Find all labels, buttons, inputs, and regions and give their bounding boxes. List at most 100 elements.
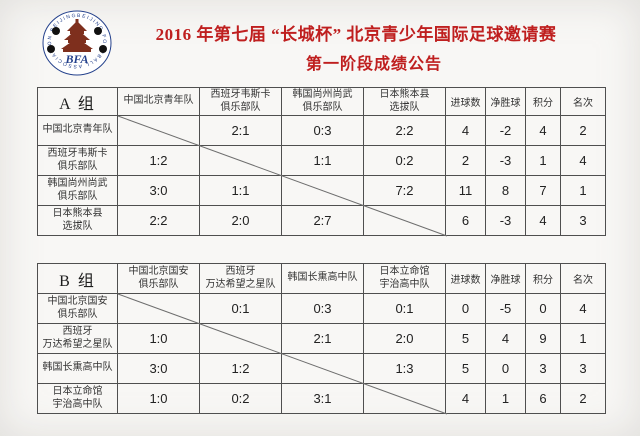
goals-cell: 0: [445, 293, 486, 324]
goals-cell: 5: [445, 323, 486, 354]
points-column-header: 积分: [525, 263, 561, 294]
goals-cell: 11: [445, 175, 486, 206]
team-column-header: 西班牙韦斯卡 俱乐部队: [199, 87, 282, 116]
score-cell: [363, 205, 446, 236]
rank-cell: 1: [560, 323, 606, 354]
score-cell: 0:1: [199, 293, 282, 324]
team-column-header: 中国北京青年队: [117, 87, 200, 116]
score-cell: 2:7: [281, 205, 364, 236]
rank-column-header: 名次: [560, 87, 606, 116]
table-row: 日本立命馆 宇治高中队 1:0 0:2 3:1 4 1 6 2: [37, 383, 606, 414]
score-cell: 1:0: [117, 323, 200, 354]
score-cell: 2:1: [199, 115, 282, 146]
group-a-label: A 组: [37, 87, 118, 116]
score-cell: 7:2: [363, 175, 446, 206]
goal-diff-cell: -5: [485, 293, 526, 324]
team-row-label: 韩国长熏高中队: [37, 353, 118, 384]
team-row-label: 韩国尚州尚武 俱乐部队: [37, 175, 118, 206]
score-cell: 1:0: [117, 383, 200, 414]
goals-column-header: 进球数: [445, 263, 486, 294]
team-row-label: 中国北京青年队: [37, 115, 118, 146]
team-column-header: 日本立命馆 宇治高中队: [363, 263, 446, 294]
team-column-header: 韩国尚州尚武 俱乐部队: [281, 87, 364, 116]
goal-diff-cell: 8: [485, 175, 526, 206]
goals-cell: 4: [445, 383, 486, 414]
team-row-label: 中国北京国安 俱乐部队: [37, 293, 118, 324]
score-cell: 0:3: [281, 293, 364, 324]
score-cell: 3:1: [281, 383, 364, 414]
score-cell: 0:2: [199, 383, 282, 414]
team-row-label: 西班牙韦斯卡 俱乐部队: [37, 145, 118, 176]
goals-cell: 2: [445, 145, 486, 176]
rank-cell: 4: [560, 145, 606, 176]
goal-diff-column-header: 净胜球: [485, 87, 526, 116]
rank-cell: 2: [560, 115, 606, 146]
title-block: 2016 年第七届 “长城杯” 北京青少年国际足球邀请赛 第一阶段成绩公告: [140, 24, 572, 74]
table-row: 西班牙韦斯卡 俱乐部队 1:2 1:1 0:2 2 -3 1 4: [37, 145, 606, 176]
team-column-header: 西班牙 万达希望之星队: [199, 263, 282, 294]
score-cell: 2:0: [199, 205, 282, 236]
svg-text:BFA: BFA: [65, 52, 89, 66]
team-column-header: 中国北京国安 俱乐部队: [117, 263, 200, 294]
table-row: 中国北京国安 俱乐部队 0:1 0:3 0:1 0 -5 0 4: [37, 293, 606, 324]
group-b-header-row: B 组 中国北京国安 俱乐部队 西班牙 万达希望之星队 韩国长熏高中队 日本立命…: [37, 263, 606, 294]
score-cell: [199, 323, 282, 354]
points-cell: 4: [525, 115, 561, 146]
goals-column-header: 进球数: [445, 87, 486, 116]
table-row: 韩国尚州尚武 俱乐部队 3:0 1:1 7:2 11 8 7 1: [37, 175, 606, 206]
score-cell: [117, 293, 200, 324]
goal-diff-cell: -3: [485, 145, 526, 176]
score-cell: 1:1: [199, 175, 282, 206]
rank-cell: 3: [560, 205, 606, 236]
score-cell: 1:2: [199, 353, 282, 384]
score-cell: 3:0: [117, 175, 200, 206]
score-cell: 0:1: [363, 293, 446, 324]
points-cell: 3: [525, 353, 561, 384]
team-column-header: 日本熊本县 选拔队: [363, 87, 446, 116]
points-cell: 4: [525, 205, 561, 236]
goal-diff-cell: -2: [485, 115, 526, 146]
bfa-logo-icon: BEIJING FOOTBALL ASSOCIATION BEIJING: [42, 10, 112, 76]
points-cell: 7: [525, 175, 561, 206]
table-row: 韩国长熏高中队 3:0 1:2 1:3 5 0 3 3: [37, 353, 606, 384]
goals-cell: 6: [445, 205, 486, 236]
rank-column-header: 名次: [560, 263, 606, 294]
goal-diff-cell: 1: [485, 383, 526, 414]
group-b-label: B 组: [37, 263, 118, 294]
team-row-label: 日本立命馆 宇治高中队: [37, 383, 118, 414]
goal-diff-column-header: 净胜球: [485, 263, 526, 294]
table-row: 中国北京青年队 2:1 0:3 2:2 4 -2 4 2: [37, 115, 606, 146]
group-b-section: B 组 中国北京国安 俱乐部队 西班牙 万达希望之星队 韩国长熏高中队 日本立命…: [37, 263, 607, 415]
score-cell: 3:0: [117, 353, 200, 384]
score-cell: [281, 353, 364, 384]
points-cell: 9: [525, 323, 561, 354]
goal-diff-cell: 4: [485, 323, 526, 354]
score-cell: 0:2: [363, 145, 446, 176]
score-cell: 1:1: [281, 145, 364, 176]
page-title: 2016 年第七届 “长城杯” 北京青少年国际足球邀请赛: [155, 25, 557, 44]
points-cell: 0: [525, 293, 561, 324]
score-cell: [281, 175, 364, 206]
score-cell: 0:3: [281, 115, 364, 146]
table-row: 西班牙 万达希望之星队 1:0 2:1 2:0 5 4 9 1: [37, 323, 606, 354]
points-cell: 1: [525, 145, 561, 176]
score-cell: 2:1: [281, 323, 364, 354]
goal-diff-cell: 0: [485, 353, 526, 384]
bfa-logo: BEIJING FOOTBALL ASSOCIATION BEIJING: [41, 9, 113, 77]
group-a-section: A 组 中国北京青年队 西班牙韦斯卡 俱乐部队 韩国尚州尚武 俱乐部队 日本熊本…: [37, 87, 607, 237]
team-row-label: 日本熊本县 选拔队: [37, 205, 118, 236]
rank-cell: 3: [560, 353, 606, 384]
group-b-table: B 组 中国北京国安 俱乐部队 西班牙 万达希望之星队 韩国长熏高中队 日本立命…: [37, 263, 606, 414]
team-column-header: 韩国长熏高中队: [281, 263, 364, 294]
rank-cell: 1: [560, 175, 606, 206]
score-cell: 2:2: [117, 205, 200, 236]
rank-cell: 4: [560, 293, 606, 324]
score-cell: [117, 115, 200, 146]
score-cell: 2:0: [363, 323, 446, 354]
page-subtitle: 第一阶段成绩公告: [305, 56, 442, 74]
points-column-header: 积分: [525, 87, 561, 116]
goals-cell: 4: [445, 115, 486, 146]
pagoda-icon: [61, 19, 93, 52]
table-row: 日本熊本县 选拔队 2:2 2:0 2:7 6 -3 4 3: [37, 205, 606, 236]
